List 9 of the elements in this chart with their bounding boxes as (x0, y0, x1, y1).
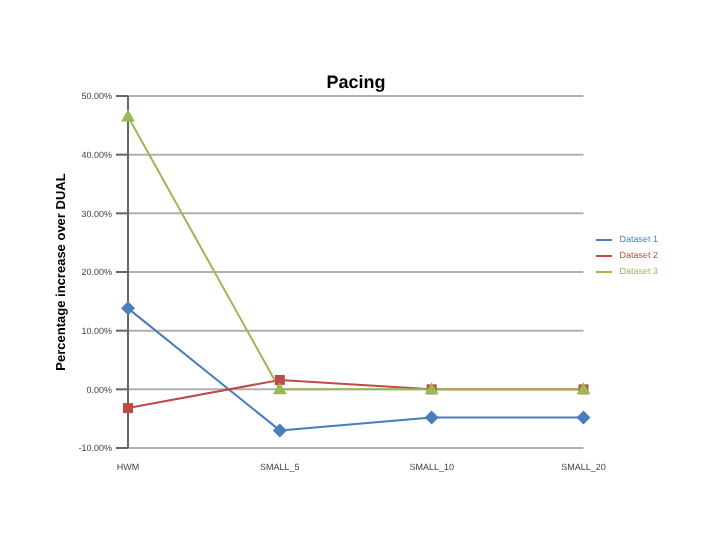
point (272, 382, 287, 395)
point (121, 301, 135, 316)
point (424, 410, 439, 425)
point (274, 374, 285, 385)
point (576, 410, 591, 425)
chart-title: Pacing (324, 72, 388, 92)
point (272, 423, 287, 438)
point (123, 403, 133, 414)
point (121, 109, 135, 122)
